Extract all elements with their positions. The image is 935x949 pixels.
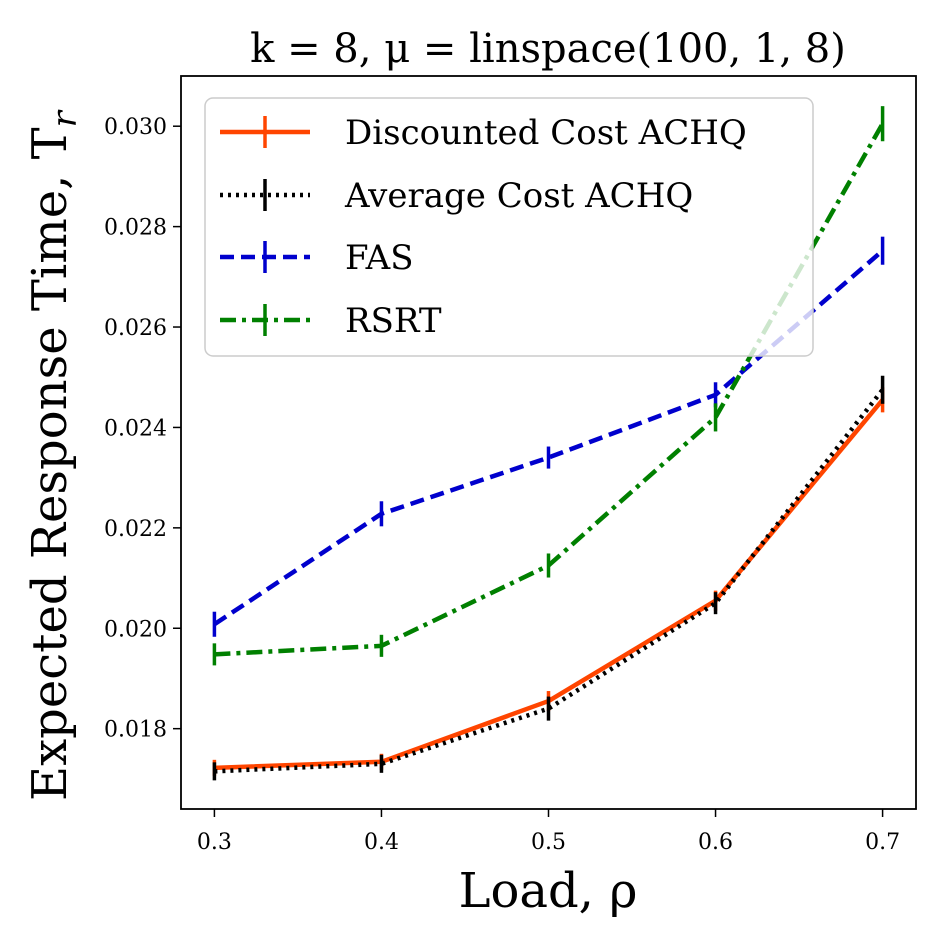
y-tick-label: 0.018 — [104, 718, 167, 743]
x-tick-label: 0.5 — [531, 830, 566, 855]
y-tick-label: 0.030 — [104, 115, 167, 140]
y-tick-label: 0.022 — [104, 517, 167, 542]
plot-series — [212, 106, 885, 781]
y-axis-label-text: Expected Response Time, T — [22, 127, 78, 801]
y-ticks: 0.018 0.020 0.022 0.024 0.026 0.028 0.030 — [104, 115, 181, 743]
x-axis-label: Load, ρ — [459, 863, 638, 919]
legend: Discounted Cost ACHQ Average Cost ACHQ FAS… — [204, 97, 814, 357]
y-tick-label: 0.020 — [104, 617, 167, 642]
legend-label: RSRT — [345, 301, 442, 341]
plot-frame — [180, 75, 917, 810]
y-axis-label: Expected Response Time, Tr — [22, 109, 85, 801]
y-tick-label: 0.024 — [104, 416, 167, 441]
legend-label: Discounted Cost ACHQ — [345, 113, 747, 153]
legend-label: Average Cost ACHQ — [344, 176, 693, 216]
series-average-cost-achq — [212, 375, 885, 781]
series-line — [213, 249, 885, 627]
y-tick-label: 0.028 — [104, 216, 167, 241]
legend-label: FAS — [345, 238, 413, 278]
chart-title: k = 8, μ = linspace(100, 1, 8) — [250, 26, 846, 72]
y-tick-label: 0.026 — [104, 316, 167, 341]
x-tick-label: 0.4 — [364, 830, 399, 855]
x-tick-label: 0.6 — [698, 830, 733, 855]
series-fas — [212, 236, 885, 637]
y-axis-label-subscript: r — [45, 109, 85, 127]
legend-entries: Discounted Cost ACHQ Average Cost ACHQ FAS… — [220, 113, 747, 341]
series-rsrt — [212, 106, 885, 666]
x-ticks: 0.3 0.4 0.5 0.6 0.7 — [197, 809, 900, 855]
legend-box — [204, 97, 814, 357]
x-tick-label: 0.3 — [197, 830, 232, 855]
x-tick-label: 0.7 — [865, 830, 900, 855]
